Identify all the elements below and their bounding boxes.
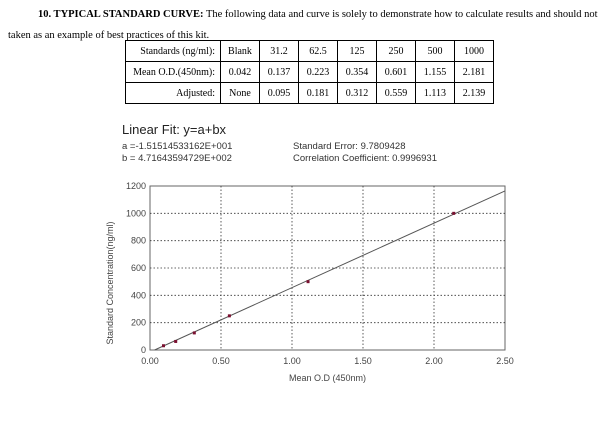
data-point [192, 331, 196, 335]
y-tick-label: 1200 [126, 181, 146, 191]
data-point [452, 211, 456, 215]
data-point [227, 314, 231, 318]
section-title: 10. TYPICAL STANDARD CURVE: [38, 9, 204, 20]
section-text-continued: taken as an example of best practices of… [8, 30, 210, 41]
section-text: The following data and curve is solely t… [203, 9, 600, 20]
table-row: Mean O.D.(450nm): 0.042 0.137 0.223 0.354 0.6… [125, 61, 494, 83]
y-tick-label: 600 [131, 263, 146, 273]
y-tick-label: 200 [131, 318, 146, 328]
data-point [161, 344, 165, 348]
table-row: Adjusted: None 0.095 0.181 0.312 0.559 1.113 2.… [125, 82, 494, 104]
x-tick-label: 0.00 [141, 356, 159, 366]
x-axis-label: Mean O.D (450nm) [289, 373, 366, 383]
y-tick-label: 800 [131, 236, 146, 246]
coef-b: b = 4.71643594729E+002 [122, 153, 232, 164]
y-tick-label: 400 [131, 290, 146, 300]
x-tick-label: 2.00 [425, 356, 443, 366]
fit-title: Linear Fit: y=a+bx [122, 122, 227, 137]
std-error: Standard Error: 9.7809428 [293, 141, 406, 152]
coef-a: a =-1.51514533162E+001 [122, 141, 233, 152]
y-tick-label: 0 [141, 345, 146, 355]
x-tick-label: 0.50 [212, 356, 230, 366]
data-point [174, 339, 178, 343]
table-cell: 2.139 [454, 82, 494, 104]
section-heading: 10. TYPICAL STANDARD CURVE: The followin… [38, 9, 600, 20]
y-axis-label: Standard Concentration(ng/ml) [105, 221, 115, 344]
x-tick-label: 1.50 [354, 356, 372, 366]
table-cell: 0.559 [376, 82, 416, 104]
fit-stats: Standard Error: 9.7809428 Correlation Co… [293, 141, 437, 165]
x-tick-label: 1.00 [283, 356, 301, 366]
fit-coefficients: a =-1.51514533162E+001 b = 4.71643594729… [122, 141, 232, 165]
data-point [306, 280, 310, 284]
y-tick-label: 1000 [126, 208, 146, 218]
standards-table: Standards (ng/ml): Blank 31.2 62.5 125 250 500… [125, 40, 494, 104]
fit-line [154, 190, 506, 351]
corr-coefficient: Correlation Coefficient: 0.9996931 [293, 153, 438, 164]
x-tick-label: 2.50 [496, 356, 514, 366]
